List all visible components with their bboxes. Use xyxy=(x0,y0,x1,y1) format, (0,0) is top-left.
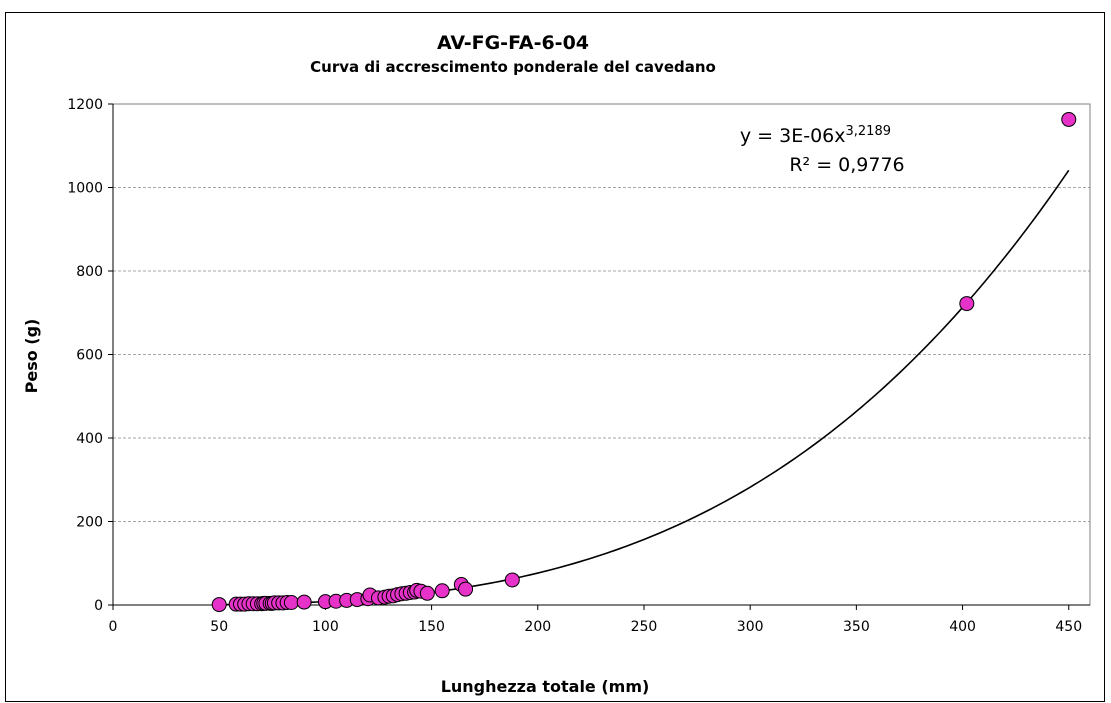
data-point xyxy=(458,581,474,597)
x-tick-label: 200 xyxy=(524,619,551,635)
y-tick-label: 400 xyxy=(76,431,103,447)
equation-base: y = 3E-06x xyxy=(740,125,846,147)
data-point xyxy=(504,572,520,588)
y-axis-label: Peso (g) xyxy=(22,319,41,394)
x-tick-label: 0 xyxy=(109,619,118,635)
x-tick-label: 150 xyxy=(418,619,445,635)
x-axis-label: Lunghezza totale (mm) xyxy=(441,677,650,696)
chart-subtitle: Curva di accrescimento ponderale del cav… xyxy=(310,58,716,76)
x-tick-label: 450 xyxy=(1055,619,1082,635)
y-tick-label: 1000 xyxy=(67,181,103,197)
chart: AV-FG-FA-6-04 Curva di accrescimento pon… xyxy=(22,32,1091,696)
data-point xyxy=(211,597,227,613)
y-tick-label: 200 xyxy=(76,515,103,531)
chart-frame: AV-FG-FA-6-04 Curva di accrescimento pon… xyxy=(5,12,1105,702)
x-tick-label: 300 xyxy=(737,619,764,635)
trendline-equation: y = 3E-06x3,2189 xyxy=(740,124,891,147)
data-point xyxy=(1061,111,1077,127)
x-tick-labels: 0 50 100 150 200 250 300 350 400 450 xyxy=(109,605,1082,635)
y-tick-label: 1200 xyxy=(67,97,103,113)
y-tick-label: 800 xyxy=(76,264,103,280)
data-points xyxy=(211,111,1077,613)
gridlines xyxy=(113,103,1090,522)
x-tick-label: 350 xyxy=(843,619,870,635)
x-tick-label: 250 xyxy=(631,619,658,635)
x-tick-label: 100 xyxy=(312,619,339,635)
x-tick-label: 50 xyxy=(210,619,228,635)
power-trendline xyxy=(219,169,1070,606)
data-point xyxy=(434,583,450,599)
x-tick-label: 400 xyxy=(949,619,976,635)
equation-exponent: 3,2189 xyxy=(846,124,892,139)
y-tick-label: 600 xyxy=(76,348,103,364)
r-squared-label: R² = 0,9776 xyxy=(789,154,904,176)
y-tick-labels: 0 200 400 600 800 1000 1200 xyxy=(67,97,113,614)
data-point xyxy=(283,594,299,610)
data-point xyxy=(419,585,435,601)
data-point xyxy=(959,296,975,312)
y-tick-label: 0 xyxy=(94,598,103,614)
data-point xyxy=(296,594,312,610)
chart-title: AV-FG-FA-6-04 xyxy=(437,32,589,54)
